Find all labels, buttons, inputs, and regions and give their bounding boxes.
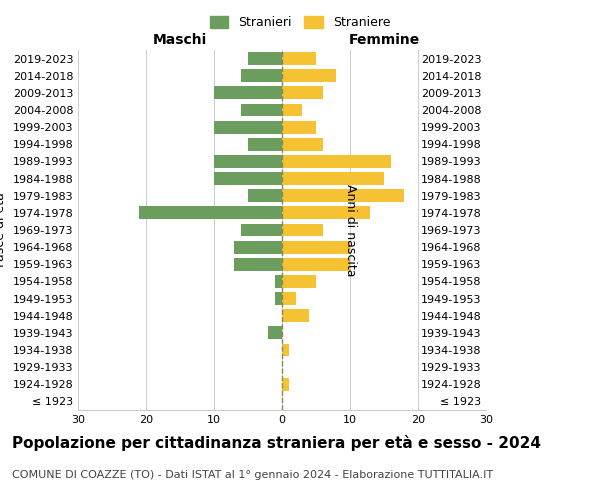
Text: Popolazione per cittadinanza straniera per età e sesso - 2024: Popolazione per cittadinanza straniera p… [12, 435, 541, 451]
Bar [139, 206, 282, 220]
Bar [214, 155, 282, 168]
Bar [282, 275, 316, 288]
Bar [214, 120, 282, 134]
Bar [282, 206, 370, 220]
Bar [282, 155, 391, 168]
Bar [282, 378, 289, 390]
Bar [282, 86, 323, 100]
Bar [282, 292, 296, 305]
Bar [235, 240, 282, 254]
Bar [282, 104, 302, 117]
Text: Femmine: Femmine [349, 32, 419, 46]
Text: COMUNE DI COAZZE (TO) - Dati ISTAT al 1° gennaio 2024 - Elaborazione TUTTITALIA.: COMUNE DI COAZZE (TO) - Dati ISTAT al 1°… [12, 470, 493, 480]
Bar [282, 224, 323, 236]
Bar [214, 86, 282, 100]
Bar [214, 172, 282, 185]
Bar [282, 70, 337, 82]
Bar [248, 190, 282, 202]
Bar [282, 172, 384, 185]
Bar [282, 240, 350, 254]
Bar [235, 258, 282, 270]
Bar [241, 70, 282, 82]
Bar [282, 52, 316, 65]
Bar [282, 138, 323, 150]
Bar [241, 224, 282, 236]
Text: Maschi: Maschi [153, 32, 207, 46]
Bar [241, 104, 282, 117]
Bar [282, 310, 309, 322]
Y-axis label: Anni di nascita: Anni di nascita [344, 184, 357, 276]
Bar [248, 52, 282, 65]
Bar [282, 120, 316, 134]
Legend: Stranieri, Straniere: Stranieri, Straniere [205, 11, 395, 34]
Bar [248, 138, 282, 150]
Bar [282, 258, 350, 270]
Y-axis label: Fasce di età: Fasce di età [0, 192, 7, 268]
Bar [282, 344, 289, 356]
Bar [275, 275, 282, 288]
Bar [275, 292, 282, 305]
Bar [268, 326, 282, 340]
Bar [282, 190, 404, 202]
